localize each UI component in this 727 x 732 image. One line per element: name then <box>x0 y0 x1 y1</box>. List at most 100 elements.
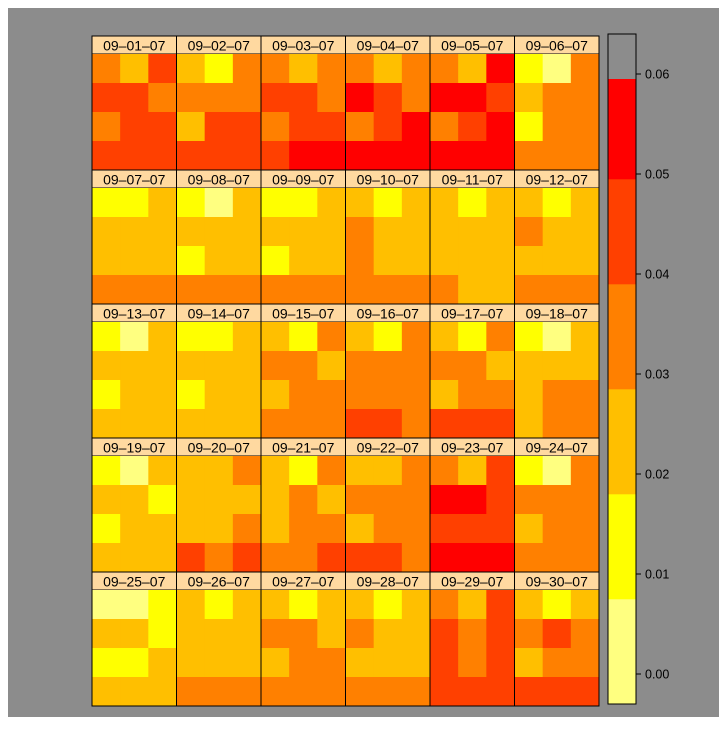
heatmap-panel: 09–17–07 <box>429 303 515 439</box>
heatmap-cell <box>204 83 234 113</box>
heatmap-cell <box>261 188 290 218</box>
heatmap-cell <box>317 485 346 515</box>
heatmap-cell <box>430 677 459 707</box>
heatmap-cell <box>514 409 544 439</box>
heatmap-cell <box>373 380 403 410</box>
heatmap-cell <box>486 648 515 678</box>
panel-date-label: 09–09–07 <box>272 172 335 188</box>
heatmap-cell <box>232 590 262 620</box>
panel-date-label: 09–17–07 <box>441 306 504 322</box>
heatmap-cell <box>261 217 290 247</box>
heatmap-panel: 09–11–07 <box>429 169 515 305</box>
heatmap-cell <box>570 83 600 113</box>
heatmap-cell <box>345 485 375 515</box>
heatmap-cell <box>204 380 234 410</box>
heatmap-cell <box>204 217 234 247</box>
heatmap-cell <box>289 619 318 649</box>
heatmap-cell <box>92 409 121 439</box>
heatmap-cell <box>261 677 290 707</box>
heatmap-cell <box>345 590 375 620</box>
heatmap-cell <box>401 514 431 544</box>
heatmap-cell <box>486 677 515 707</box>
heatmap-cell <box>401 322 431 352</box>
heatmap-cell <box>176 188 206 218</box>
heatmap-cell <box>373 246 403 276</box>
heatmap-cell <box>317 409 346 439</box>
heatmap-cell <box>542 485 572 515</box>
heatmap-cell <box>261 514 290 544</box>
heatmap-cell <box>92 275 121 305</box>
heatmap-cell <box>458 275 487 305</box>
heatmap-cell <box>176 677 206 707</box>
heatmap-panel: 09–20–07 <box>176 437 262 573</box>
heatmap-cell <box>148 380 177 410</box>
heatmap-panel: 09–18–07 <box>514 303 600 439</box>
heatmap-cell <box>120 619 149 649</box>
panel-date-label: 09–29–07 <box>441 574 504 590</box>
heatmap-cell <box>289 141 318 171</box>
heatmap-cell <box>486 54 515 84</box>
heatmap-cell <box>148 514 177 544</box>
heatmap-cell <box>204 619 234 649</box>
heatmap-cell <box>317 112 346 142</box>
heatmap-cell <box>514 485 544 515</box>
heatmap-cell <box>430 246 459 276</box>
heatmap-cell <box>401 141 431 171</box>
heatmap-cell <box>232 83 262 113</box>
heatmap-cell <box>176 380 206 410</box>
heatmap-cell <box>176 648 206 678</box>
panel-date-label: 09–06–07 <box>526 38 589 54</box>
heatmap-cell <box>261 112 290 142</box>
heatmap-cell <box>458 54 487 84</box>
heatmap-cell <box>289 112 318 142</box>
heatmap-cell <box>148 83 177 113</box>
heatmap-cell <box>430 54 459 84</box>
heatmap-cell <box>486 217 515 247</box>
heatmap-cell <box>176 543 206 573</box>
heatmap-cell <box>148 322 177 352</box>
colorbar-tick-label: 0.02 <box>645 468 669 482</box>
heatmap-cell <box>486 246 515 276</box>
heatmap-cell <box>92 54 121 84</box>
heatmap-panel: 09–13–07 <box>91 303 177 439</box>
heatmap-cell <box>542 677 572 707</box>
heatmap-cell <box>289 514 318 544</box>
heatmap-panel: 09–21–07 <box>260 437 346 573</box>
heatmap-cell <box>204 456 234 486</box>
heatmap-cell <box>120 456 149 486</box>
heatmap-cell <box>317 380 346 410</box>
heatmap-cell <box>148 409 177 439</box>
heatmap-cell <box>92 677 121 707</box>
heatmap-panel: 09–15–07 <box>260 303 346 439</box>
panel-date-label: 09–04–07 <box>357 38 420 54</box>
heatmap-cell <box>401 456 431 486</box>
panel-date-label: 09–19–07 <box>103 440 166 456</box>
heatmap-cell <box>373 590 403 620</box>
colorbar-tick-label: 0.05 <box>645 168 669 182</box>
colorbar-tick-label: 0.01 <box>645 568 669 582</box>
heatmap-cell <box>92 456 121 486</box>
heatmap-cell <box>92 112 121 142</box>
heatmap-cell <box>204 409 234 439</box>
heatmap-cell <box>401 590 431 620</box>
heatmap-cell <box>120 380 149 410</box>
heatmap-cell <box>120 54 149 84</box>
heatmap-cell <box>514 456 544 486</box>
heatmap-panel: 09–29–07 <box>429 571 515 707</box>
heatmap-cell <box>148 677 177 707</box>
heatmap-cell <box>570 619 600 649</box>
heatmap-cell <box>430 380 459 410</box>
heatmap-cell <box>486 112 515 142</box>
heatmap-cell <box>261 275 290 305</box>
heatmap-cell <box>204 514 234 544</box>
heatmap-cell <box>373 322 403 352</box>
heatmap-cell <box>232 619 262 649</box>
heatmap-cell <box>289 543 318 573</box>
colorbar-tick-label: 0.00 <box>645 668 669 682</box>
panel-date-label: 09–16–07 <box>357 306 420 322</box>
heatmap-cell <box>92 351 121 381</box>
heatmap-cell <box>120 409 149 439</box>
heatmap-cell <box>542 543 572 573</box>
heatmap-cell <box>458 351 487 381</box>
heatmap-cell <box>148 590 177 620</box>
